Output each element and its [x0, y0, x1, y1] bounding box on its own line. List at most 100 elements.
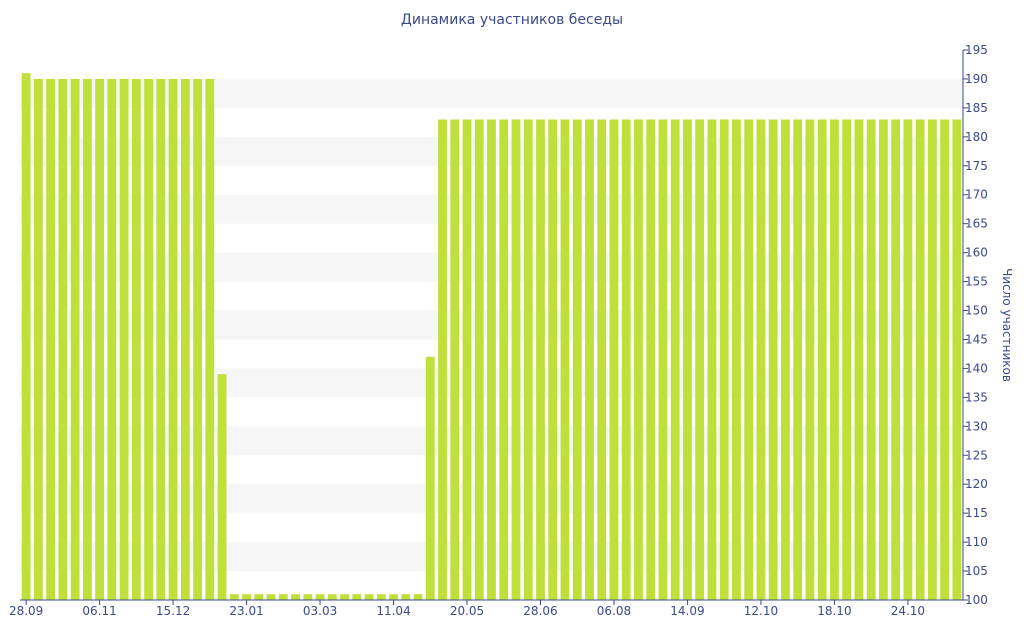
bar — [927, 119, 937, 600]
y-tick-label: 120 — [965, 477, 988, 491]
bar — [242, 594, 251, 600]
x-tick-label: 11.04 — [376, 604, 410, 618]
y-tick-label: 195 — [965, 43, 988, 57]
bar — [315, 594, 325, 600]
y-tick-label: 145 — [965, 332, 988, 346]
bar — [474, 119, 484, 600]
bar — [119, 78, 129, 600]
bar — [781, 119, 790, 600]
bar — [327, 594, 337, 600]
bar — [695, 119, 705, 600]
bar — [756, 119, 766, 600]
bar — [462, 119, 472, 600]
bar — [107, 78, 117, 600]
x-tick-label: 24.10 — [891, 604, 925, 618]
bar — [229, 594, 239, 600]
bar — [793, 119, 803, 600]
bar — [915, 119, 925, 600]
bar — [621, 119, 631, 600]
y-tick-label: 170 — [965, 188, 988, 202]
y-tick-label: 140 — [965, 361, 988, 375]
bar — [254, 594, 264, 600]
bar — [425, 356, 435, 600]
bar — [70, 78, 80, 600]
chart-title: Динамика участников беседы — [400, 12, 624, 28]
y-tick-label: 150 — [965, 304, 988, 318]
x-tick-label: 20.05 — [450, 604, 484, 618]
bar — [364, 594, 374, 600]
bars — [21, 73, 962, 600]
bar — [683, 119, 692, 600]
bar — [658, 119, 668, 600]
bar — [707, 119, 717, 600]
bar — [217, 374, 227, 600]
bar — [768, 119, 778, 600]
bar — [156, 78, 166, 600]
bar — [585, 119, 594, 600]
y-tick-label: 100 — [965, 593, 988, 607]
x-tick-label: 23.01 — [229, 604, 263, 618]
bar — [278, 594, 288, 600]
y-tick-label: 105 — [965, 564, 988, 578]
y-tick-label: 135 — [965, 390, 988, 404]
y-tick-label: 180 — [965, 130, 988, 144]
x-tick-label: 06.11 — [82, 604, 116, 618]
y-tick-label: 130 — [965, 419, 988, 433]
bar — [842, 119, 852, 600]
bar — [523, 119, 533, 600]
y-tick-label: 160 — [965, 246, 988, 260]
bar — [131, 78, 141, 600]
y-tick-label: 115 — [965, 506, 988, 520]
bar — [830, 119, 839, 600]
bar — [82, 78, 92, 600]
bar — [438, 119, 447, 600]
x-tick-label: 18.10 — [817, 604, 851, 618]
y-tick-label: 185 — [965, 101, 988, 115]
y-tick-label: 175 — [965, 159, 988, 173]
bar — [376, 594, 386, 600]
bar — [866, 119, 876, 600]
bar — [193, 78, 202, 600]
y-axis-label: Число участников — [1000, 268, 1014, 382]
bar — [487, 119, 496, 600]
bar — [572, 119, 582, 600]
y-tick-label: 155 — [965, 275, 988, 289]
bar — [854, 119, 864, 600]
bar — [634, 119, 643, 600]
x-tick-label: 28.09 — [9, 604, 43, 618]
bar — [719, 119, 729, 600]
bar — [144, 78, 153, 600]
bar — [732, 119, 741, 600]
bar — [450, 119, 460, 600]
x-tick-label: 03.03 — [303, 604, 337, 618]
bar — [180, 78, 190, 600]
y-axis: 100 105 110 115 120 125 130 135 140 145 150 155 160 1… — [962, 43, 988, 607]
bar — [597, 119, 607, 600]
bar — [646, 119, 656, 600]
y-tick-label: 110 — [965, 535, 988, 549]
bar — [609, 119, 619, 600]
bar — [266, 594, 276, 600]
y-tick-label: 125 — [965, 448, 988, 462]
bar — [168, 78, 178, 600]
bar — [95, 78, 105, 600]
y-tick-label: 165 — [965, 217, 988, 231]
x-tick-label: 15.12 — [156, 604, 190, 618]
bar — [511, 119, 521, 600]
bar — [58, 78, 68, 600]
bar — [817, 119, 827, 600]
bar — [499, 119, 509, 600]
bar — [670, 119, 680, 600]
x-tick-label: 28.06 — [523, 604, 557, 618]
bar — [805, 119, 815, 600]
bar — [291, 594, 300, 600]
x-tick-label: 06.08 — [597, 604, 631, 618]
bar — [401, 594, 411, 600]
bar — [903, 119, 913, 600]
bar — [205, 78, 215, 600]
bar — [413, 594, 423, 600]
x-tick-label: 12.10 — [744, 604, 778, 618]
bar — [560, 119, 570, 600]
bar — [303, 594, 313, 600]
